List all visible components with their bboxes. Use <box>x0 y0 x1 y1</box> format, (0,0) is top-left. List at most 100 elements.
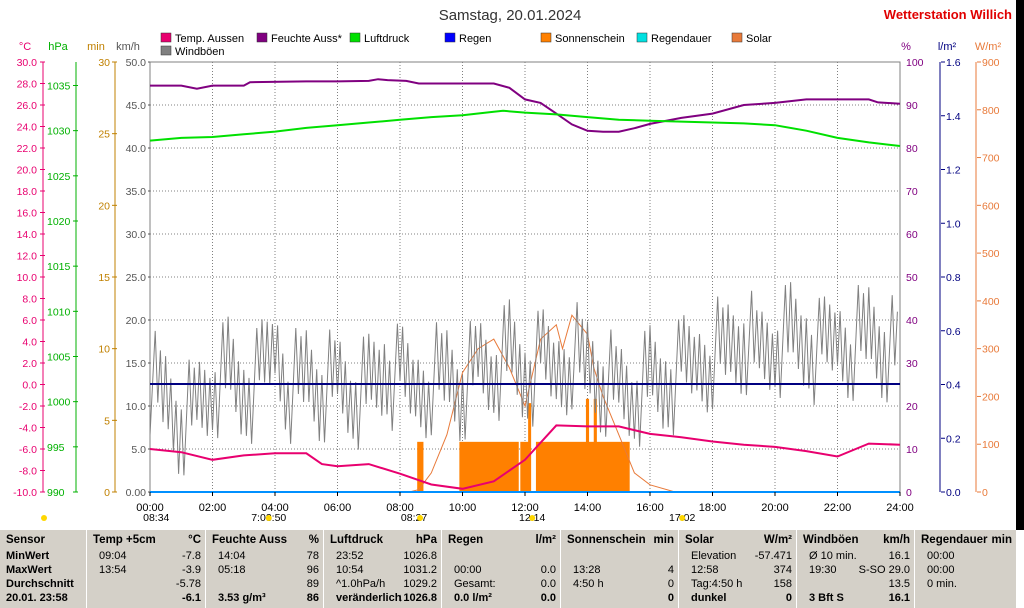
stats-header: Regen l/m² <box>448 534 556 546</box>
y-tick-label: 1000 <box>47 397 71 409</box>
stats-cell: 0 min. <box>927 578 957 590</box>
stats-value: -7.8 <box>182 550 201 562</box>
legend-label: Sonnenschein <box>555 33 625 45</box>
y-tick-label: 1035 <box>47 80 71 92</box>
x-axis: 00:00 02:00 04:00 06:00 08:00 10:00 12:00 14:00… <box>136 492 914 514</box>
y-tick-label: 0.0 <box>22 380 37 392</box>
y-tick-label: 0.8 <box>946 272 961 284</box>
y-tick-label: 1020 <box>47 216 71 228</box>
x-tick-label: 02:00 <box>199 502 227 514</box>
y-tick-label: -2.0 <box>19 401 37 413</box>
stats-row: 19:30 S-SO 29.0 <box>803 564 910 578</box>
stats-value: 78 <box>306 550 319 562</box>
stats-header: Temp +5cm °C <box>93 534 201 546</box>
stats-value: 89 <box>306 578 319 590</box>
axis-unit: % <box>901 41 911 53</box>
y-tick-label: 990 <box>47 487 65 499</box>
stats-cell: 10:54 <box>336 564 364 576</box>
y-tick-label: 1.0 <box>946 218 961 230</box>
y-tick-label: 30.0 <box>126 229 147 241</box>
legend-swatch <box>160 32 172 43</box>
y-tick-label: 2.0 <box>22 358 37 370</box>
stats-separator <box>678 530 679 608</box>
stats-value: 374 <box>773 564 792 576</box>
stats-col-rd: Regendauer min 00:00 00:00 0 min. <box>915 530 1016 608</box>
stats-value: -3.9 <box>182 564 201 576</box>
sun-event-icon <box>41 515 47 521</box>
y-tick-label: 0.6 <box>946 326 961 338</box>
y-tick-label: 12.0 <box>17 251 38 263</box>
stats-col-temp: Temp +5cm °C 09:04 -7.8 13:54 -3.9 -5.78 -6.1 <box>87 530 205 608</box>
stats-row: -5.78 <box>93 578 201 592</box>
y-tick-label: 10 <box>906 444 918 456</box>
stats-row: 13:28 4 <box>567 564 674 578</box>
humidity-line <box>150 78 901 133</box>
stats-row: 00:00 0.0 <box>448 564 556 578</box>
y-tick-label: 25 <box>98 129 110 141</box>
stats-cell: 14:04 <box>218 550 246 562</box>
stats-value: -57.471 <box>754 550 792 562</box>
temperature-line <box>149 424 901 490</box>
stats-separator <box>560 530 561 608</box>
y-tick-label: 28.0 <box>17 79 38 91</box>
y-tick-label: 50 <box>906 272 918 284</box>
stats-value: 0 <box>785 592 792 604</box>
stats-separator <box>796 530 797 608</box>
legend-label: Luftdruck <box>364 33 410 45</box>
legend-label: Regendauer <box>651 33 712 45</box>
stats-col-press: Luftdruck hPa 23:52 1026.8 10:54 1031.2 ^1.0hP… <box>324 530 441 608</box>
stats-row-label: MinWert <box>6 550 50 562</box>
stats-row: veränderlich ↓1026.8 <box>330 592 437 606</box>
y-tick-label: 30 <box>98 57 110 69</box>
y-tick-label: 18.0 <box>17 186 38 198</box>
y-tick-label: 800 <box>982 105 1000 117</box>
stats-row-label: 20.01. 23:58 <box>6 592 68 604</box>
stats-cell: Tag:4:50 h <box>691 578 743 590</box>
stats-row: 13.5 <box>803 578 910 592</box>
y-tick-label: 20.0 <box>17 165 38 177</box>
stats-row: Elevation -57.471 <box>685 550 792 564</box>
y-tick-label: 70 <box>906 186 918 198</box>
stats-separator <box>441 530 442 608</box>
y-tick-label: 20 <box>906 401 918 413</box>
y-tick-label: 40.0 <box>126 143 147 155</box>
stats-row: 0 min. <box>921 578 1012 592</box>
x-tick-label: 20:00 <box>761 502 789 514</box>
y-tick-label: -10.0 <box>13 487 37 499</box>
y-tick-label: 200 <box>982 391 1000 403</box>
chart-title: Samstag, 20.01.2024 <box>439 7 582 24</box>
y-tick-label: -8.0 <box>19 466 37 478</box>
axis-unit: km/h <box>116 41 140 53</box>
stats-cell: Gesamt: <box>454 578 496 590</box>
legend-label: Feuchte Auss* <box>271 33 343 45</box>
stats-value: 86 <box>306 592 319 604</box>
y-tick-label: 45.0 <box>126 100 147 112</box>
y-tick-label: 0.2 <box>946 433 961 445</box>
stats-cell: 13:28 <box>573 564 601 576</box>
legend-swatch <box>444 32 456 43</box>
stats-header: Feuchte Auss% <box>212 534 319 546</box>
y-tick-label: 10.0 <box>126 401 147 413</box>
y-tick-label: 0.00 <box>126 487 147 499</box>
stats-row: 89 <box>212 578 319 592</box>
legend-label: Regen <box>459 33 491 45</box>
sunshine-bar <box>528 403 532 492</box>
y-tick-label: 100 <box>906 57 924 69</box>
y-tick-label: 1030 <box>47 126 71 138</box>
stats-row: 3 Bft S 16.1 <box>803 592 910 606</box>
stats-row: Ø 10 min. 16.1 <box>803 550 910 564</box>
pressure-line <box>149 109 901 147</box>
sun-event-icon <box>679 515 686 521</box>
stats-cell: 19:30 <box>809 564 837 576</box>
stats-row: 0 <box>567 592 674 606</box>
stats-col-sensor: Sensor MinWert MaxWert Durchschnitt 20.0… <box>0 530 86 608</box>
right-axes: 10090807060504030201001.61.41.21.00.80.6… <box>906 57 1000 499</box>
stats-value: 96 <box>306 564 319 576</box>
stats-row: 05:18 96 <box>212 564 319 578</box>
x-tick-label: 00:00 <box>136 502 164 514</box>
y-tick-label: 400 <box>982 296 1000 308</box>
legend-swatch <box>160 45 172 56</box>
y-tick-label: 100 <box>982 439 1000 451</box>
stats-cell: ^1.0hPa/h <box>336 578 386 590</box>
stats-value: ↓1026.8 <box>397 592 437 604</box>
